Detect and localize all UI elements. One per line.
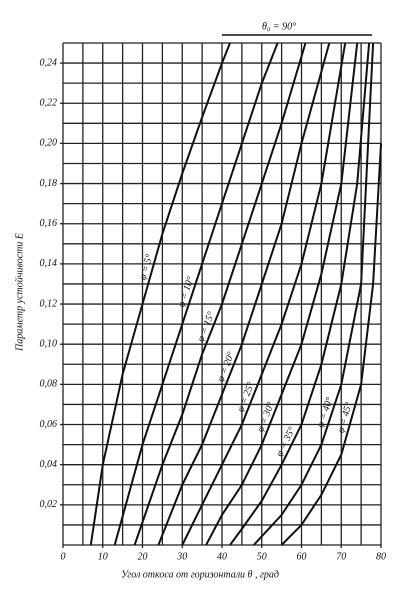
x-tick-label: 0 xyxy=(61,551,66,562)
y-tick-label: 0,10 xyxy=(40,338,58,349)
y-tick-label: 0,24 xyxy=(40,57,58,68)
x-tick-label: 80 xyxy=(376,551,386,562)
curve xyxy=(157,42,331,546)
curve xyxy=(253,42,375,546)
y-tick-label: 0,02 xyxy=(40,499,58,510)
annotation: θ₀ = 90° xyxy=(262,21,296,32)
curve xyxy=(89,42,231,546)
y-tick-label: 0,18 xyxy=(40,178,58,189)
curve xyxy=(181,42,347,546)
y-tick-label: 0,06 xyxy=(40,419,58,430)
y-tick-label: 0,22 xyxy=(40,98,58,109)
curve xyxy=(280,143,382,546)
x-tick-label: 20 xyxy=(138,551,148,562)
x-tick-label: 40 xyxy=(217,551,227,562)
x-tick-label: 50 xyxy=(257,551,267,562)
curve xyxy=(113,42,279,546)
curve xyxy=(229,42,371,546)
y-tick-label: 0,04 xyxy=(40,459,58,470)
y-tick-label: 0,14 xyxy=(40,258,58,269)
curve xyxy=(205,42,359,546)
x-tick-label: 70 xyxy=(336,551,346,562)
x-tick-label: 10 xyxy=(98,551,108,562)
curve xyxy=(133,42,307,546)
x-tick-label: 60 xyxy=(297,551,307,562)
legend-label: φ = 35° xyxy=(274,425,298,458)
x-tick-label: 30 xyxy=(176,551,187,562)
y-tick-label: 0,08 xyxy=(40,379,58,390)
x-axis-label: Угол откоса от горизонтали θ , град xyxy=(121,569,279,580)
y-tick-label: 0,16 xyxy=(40,218,58,229)
y-tick-label: 0,20 xyxy=(40,138,58,149)
y-tick-label: 0,12 xyxy=(40,298,58,309)
y-axis-label: Параметр устойчивости E xyxy=(14,233,25,352)
